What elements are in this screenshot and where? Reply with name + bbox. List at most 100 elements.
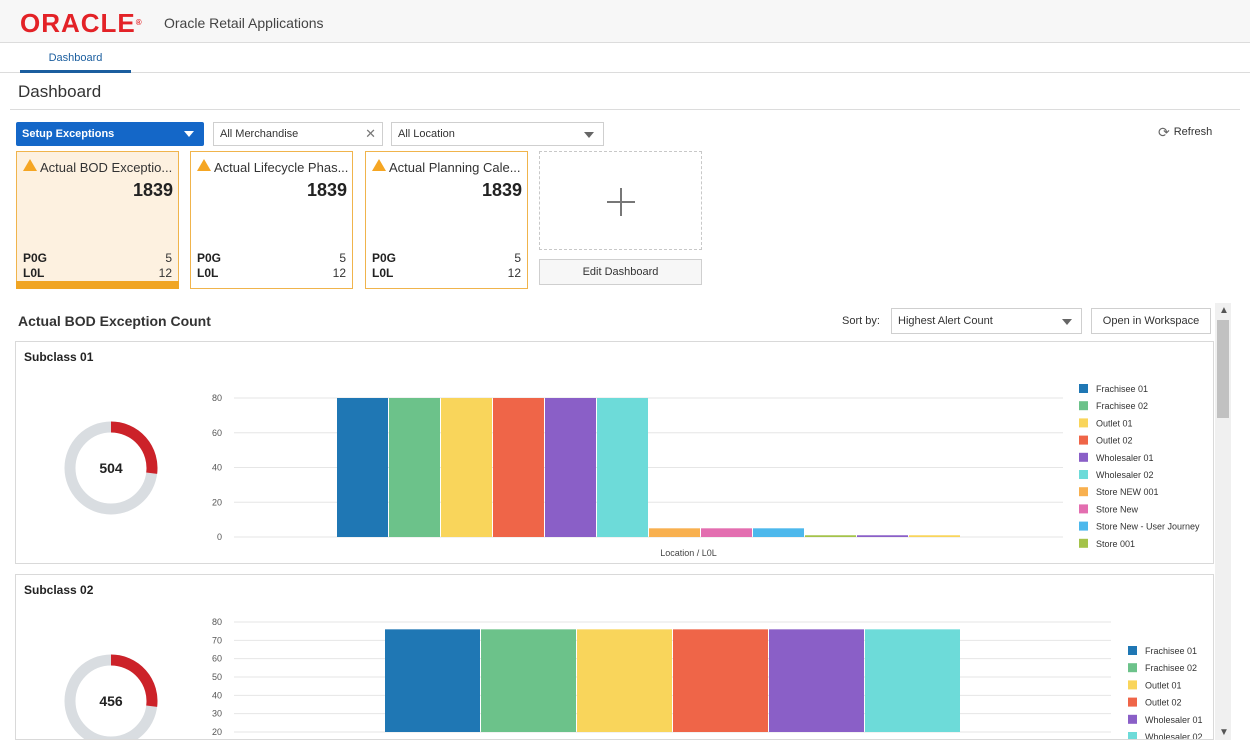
y-tick-label: 40 bbox=[212, 463, 222, 473]
y-tick-label: 0 bbox=[217, 532, 222, 542]
merchandise-filter-input[interactable]: All Merchandise ✕ bbox=[213, 122, 383, 146]
bar bbox=[857, 535, 908, 537]
sort-label: Sort by: bbox=[842, 315, 880, 327]
legend-swatch bbox=[1128, 732, 1137, 739]
tile-selected-bar bbox=[16, 281, 179, 289]
legend-label: Outlet 01 bbox=[1096, 418, 1133, 428]
divider bbox=[10, 109, 1240, 110]
subclass-chart: 456 20 30 40 50 60 70 80 Frachisee 01 Frachisee 0… bbox=[64, 617, 1203, 739]
tile-row-label: L0L bbox=[372, 266, 394, 280]
bar bbox=[649, 528, 700, 537]
warning-icon bbox=[197, 159, 211, 171]
merchandise-filter-value: All Merchandise bbox=[220, 128, 299, 140]
bar bbox=[769, 629, 864, 732]
warning-icon bbox=[23, 159, 37, 171]
legend-swatch bbox=[1128, 663, 1137, 673]
caret-down-icon bbox=[584, 132, 594, 138]
tile-row-value: 5 bbox=[339, 251, 346, 265]
legend-label: Outlet 02 bbox=[1145, 698, 1182, 708]
bar bbox=[389, 398, 440, 537]
tile-row-value: 5 bbox=[514, 251, 521, 265]
y-tick-label: 70 bbox=[212, 635, 222, 645]
legend-swatch bbox=[1128, 697, 1137, 707]
legend-swatch bbox=[1079, 435, 1088, 445]
bar bbox=[865, 629, 960, 732]
caret-down-icon bbox=[1062, 319, 1072, 325]
subclass-card: Subclass 02 456 20 30 40 50 60 70 80 Frachisee 0… bbox=[15, 574, 1214, 740]
app-title: Oracle Retail Applications bbox=[164, 15, 324, 31]
x-axis-label: Location / L0L bbox=[660, 548, 717, 558]
tile-row-value: 12 bbox=[507, 266, 521, 280]
sort-select[interactable]: Highest Alert Count bbox=[891, 308, 1082, 334]
legend-swatch bbox=[1079, 538, 1088, 548]
bar bbox=[673, 629, 768, 732]
legend-label: Outlet 01 bbox=[1145, 680, 1182, 690]
location-filter-select[interactable]: All Location bbox=[391, 122, 604, 146]
y-tick-label: 50 bbox=[212, 672, 222, 682]
add-tile-button[interactable] bbox=[539, 151, 702, 250]
legend-swatch bbox=[1128, 680, 1137, 690]
plus-icon bbox=[620, 188, 622, 216]
refresh-button[interactable]: ⟳ Refresh bbox=[1158, 124, 1212, 140]
y-tick-label: 60 bbox=[212, 654, 222, 664]
tile-count: 1839 bbox=[132, 180, 173, 200]
legend-label: Wholesaler 01 bbox=[1145, 715, 1203, 725]
bar bbox=[597, 398, 648, 537]
legend-label: Frachisee 01 bbox=[1145, 646, 1197, 656]
donut-segment bbox=[110, 654, 158, 707]
tile-title: Actual BOD Exceptio... bbox=[40, 160, 173, 175]
tile-row-value: 12 bbox=[158, 266, 172, 280]
tile-row-label: L0L bbox=[197, 266, 219, 280]
legend-label: Store New - User Journey bbox=[1096, 522, 1200, 532]
bar bbox=[337, 398, 388, 537]
setup-exceptions-select[interactable]: Setup Exceptions bbox=[16, 122, 204, 146]
y-tick-label: 40 bbox=[212, 690, 222, 700]
subclass-chart: 504 0 20 40 60 80 Location / L0L Frachisee 01 Fr… bbox=[64, 384, 1200, 558]
section-title: Actual BOD Exception Count bbox=[18, 313, 211, 329]
chevron-down-icon[interactable]: ▼ bbox=[1219, 727, 1229, 738]
bar bbox=[701, 528, 752, 537]
tile-title: Actual Planning Cale... bbox=[389, 160, 521, 175]
bar bbox=[545, 398, 596, 537]
oracle-logo[interactable]: ORACLE® bbox=[20, 8, 142, 38]
y-tick-label: 60 bbox=[212, 428, 222, 438]
tile-row-label: P0G bbox=[23, 251, 48, 265]
tab-dashboard[interactable]: Dashboard bbox=[20, 43, 131, 73]
legend-swatch bbox=[1128, 714, 1137, 724]
y-tick-label: 30 bbox=[212, 709, 222, 719]
exception-tile-lifecycle[interactable]: Actual Lifecycle Phas... 1839 P0G 5 L0L … bbox=[190, 151, 353, 289]
warning-icon bbox=[372, 159, 386, 171]
edit-dashboard-button[interactable]: Edit Dashboard bbox=[539, 259, 702, 285]
bar bbox=[753, 528, 804, 537]
legend-swatch bbox=[1079, 521, 1088, 531]
card-title: Subclass 01 bbox=[24, 350, 94, 364]
subclass-card: Subclass 01 504 0 20 40 60 80 Location / L0L Fr… bbox=[15, 341, 1214, 564]
y-tick-label: 80 bbox=[212, 393, 222, 403]
page-title: Dashboard bbox=[18, 82, 102, 101]
legend-label: Wholesaler 02 bbox=[1096, 470, 1154, 480]
exception-tile-planning[interactable]: Actual Planning Cale... 1839 P0G 5 L0L 1… bbox=[365, 151, 528, 289]
refresh-label: Refresh bbox=[1173, 126, 1213, 138]
open-in-workspace-button[interactable]: Open in Workspace bbox=[1091, 308, 1211, 334]
y-tick-label: 20 bbox=[212, 727, 222, 737]
clear-icon[interactable]: ✕ bbox=[365, 126, 376, 141]
tile-row-label: P0G bbox=[372, 251, 397, 265]
exception-tile-bod[interactable]: Actual BOD Exceptio... 1839 P0G 5 L0L 12 bbox=[16, 151, 179, 289]
legend-label: Frachisee 02 bbox=[1096, 401, 1148, 411]
tile-title: Actual Lifecycle Phas... bbox=[214, 160, 349, 175]
legend-label: Outlet 02 bbox=[1096, 436, 1133, 446]
logo-text: ORACLE bbox=[20, 8, 136, 38]
donut-segment bbox=[110, 421, 158, 474]
y-tick-label: 20 bbox=[212, 497, 222, 507]
tab-bar: Dashboard bbox=[0, 43, 1250, 73]
legend-swatch bbox=[1079, 452, 1088, 462]
tile-count: 1839 bbox=[306, 180, 347, 200]
chevron-up-icon[interactable]: ▲ bbox=[1219, 305, 1229, 316]
legend-label: Store 001 bbox=[1096, 539, 1135, 549]
y-tick-label: 80 bbox=[212, 617, 222, 627]
scrollbar[interactable]: ▲ ▼ bbox=[1215, 303, 1231, 740]
legend-label: Wholesaler 01 bbox=[1096, 453, 1154, 463]
bar bbox=[909, 535, 960, 537]
scroll-thumb[interactable] bbox=[1217, 320, 1229, 418]
donut-value: 504 bbox=[99, 460, 123, 476]
